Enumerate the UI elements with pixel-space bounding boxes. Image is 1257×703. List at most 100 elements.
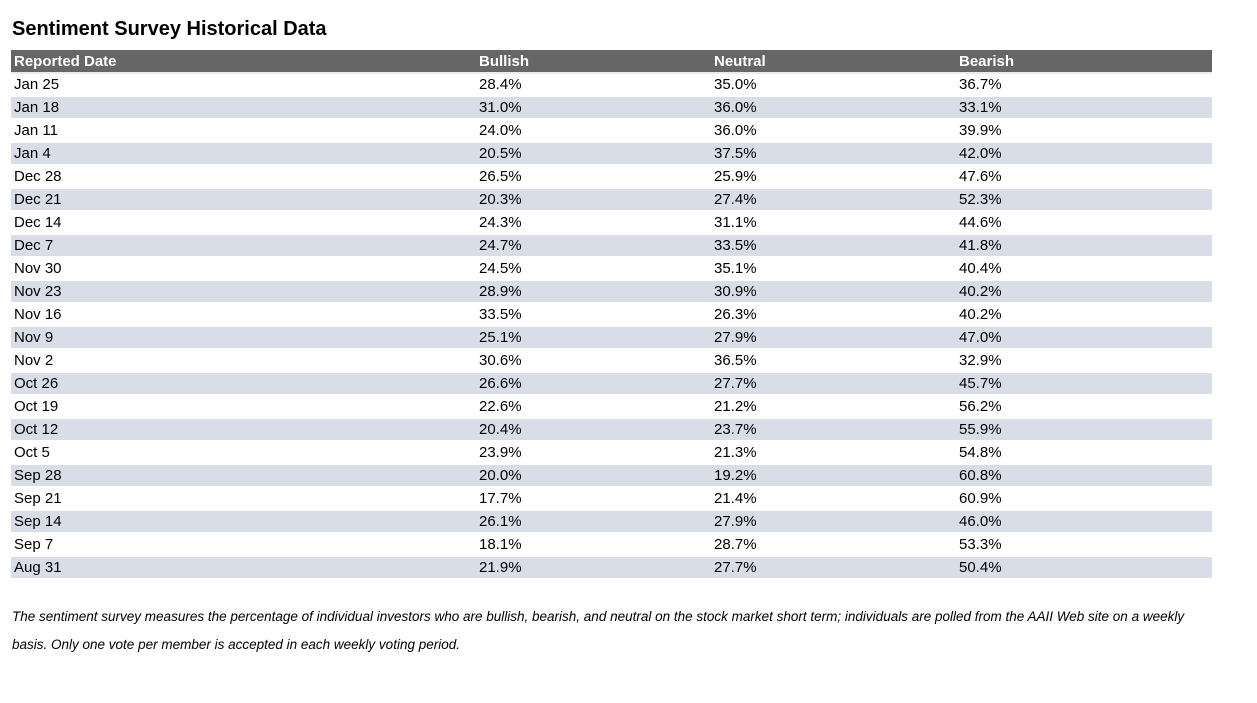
cell-neutral: 26.3% [711, 303, 956, 327]
cell-reported-date: Oct 19 [11, 395, 476, 419]
cell-reported-date: Oct 26 [11, 372, 476, 396]
table-row: Dec 7 24.7% 33.5% 41.8% [11, 234, 1212, 258]
table-row: Jan 4 20.5% 37.5% 42.0% [11, 142, 1212, 166]
table-row: Sep 14 26.1% 27.9% 46.0% [11, 510, 1212, 534]
cell-neutral: 35.1% [711, 257, 956, 281]
cell-reported-date: Jan 11 [11, 119, 476, 143]
table-row: Sep 28 20.0% 19.2% 60.8% [11, 464, 1212, 488]
cell-reported-date: Dec 7 [11, 234, 476, 258]
cell-bearish: 47.6% [956, 165, 1212, 189]
cell-bearish: 56.2% [956, 395, 1212, 419]
cell-neutral: 30.9% [711, 280, 956, 304]
cell-reported-date: Dec 14 [11, 211, 476, 235]
cell-bullish: 26.1% [476, 510, 711, 534]
table-row: Nov 2 30.6% 36.5% 32.9% [11, 349, 1212, 373]
table-row: Nov 9 25.1% 27.9% 47.0% [11, 326, 1212, 350]
cell-reported-date: Dec 28 [11, 165, 476, 189]
cell-bullish: 24.3% [476, 211, 711, 235]
column-header-bullish: Bullish [476, 50, 711, 74]
cell-reported-date: Oct 5 [11, 441, 476, 465]
cell-bullish: 25.1% [476, 326, 711, 350]
cell-bullish: 30.6% [476, 349, 711, 373]
cell-bullish: 26.6% [476, 372, 711, 396]
cell-bullish: 33.5% [476, 303, 711, 327]
cell-bullish: 28.9% [476, 280, 711, 304]
cell-bullish: 20.4% [476, 418, 711, 442]
table-row: Nov 16 33.5% 26.3% 40.2% [11, 303, 1212, 327]
cell-reported-date: Jan 25 [11, 73, 476, 97]
cell-bullish: 18.1% [476, 533, 711, 557]
table-row: Dec 28 26.5% 25.9% 47.6% [11, 165, 1212, 189]
cell-reported-date: Sep 14 [11, 510, 476, 534]
cell-reported-date: Jan 4 [11, 142, 476, 166]
cell-bearish: 40.2% [956, 303, 1212, 327]
cell-neutral: 36.0% [711, 119, 956, 143]
cell-bearish: 32.9% [956, 349, 1212, 373]
page-title: Sentiment Survey Historical Data [12, 18, 327, 40]
cell-bearish: 41.8% [956, 234, 1212, 258]
cell-bullish: 26.5% [476, 165, 711, 189]
cell-bearish: 44.6% [956, 211, 1212, 235]
table-row: Oct 26 26.6% 27.7% 45.7% [11, 372, 1212, 396]
table-row: Oct 5 23.9% 21.3% 54.8% [11, 441, 1212, 465]
table-row: Oct 19 22.6% 21.2% 56.2% [11, 395, 1212, 419]
cell-reported-date: Jan 18 [11, 96, 476, 120]
table-row: Jan 25 28.4% 35.0% 36.7% [11, 73, 1212, 97]
cell-bearish: 52.3% [956, 188, 1212, 212]
cell-neutral: 27.4% [711, 188, 956, 212]
cell-bearish: 36.7% [956, 73, 1212, 97]
cell-bearish: 55.9% [956, 418, 1212, 442]
cell-bullish: 24.7% [476, 234, 711, 258]
table-body: Jan 25 28.4% 35.0% 36.7% Jan 18 31.0% 36.0% 33.… [11, 73, 1212, 580]
cell-neutral: 21.4% [711, 487, 956, 511]
cell-bullish: 20.0% [476, 464, 711, 488]
cell-bearish: 60.9% [956, 487, 1212, 511]
table-row: Aug 31 21.9% 27.7% 50.4% [11, 556, 1212, 580]
cell-bullish: 21.9% [476, 556, 711, 580]
cell-bearish: 60.8% [956, 464, 1212, 488]
cell-bullish: 24.5% [476, 257, 711, 281]
cell-reported-date: Sep 21 [11, 487, 476, 511]
cell-bearish: 45.7% [956, 372, 1212, 396]
cell-bullish: 28.4% [476, 73, 711, 97]
cell-bearish: 42.0% [956, 142, 1212, 166]
cell-neutral: 23.7% [711, 418, 956, 442]
table-header-row: Reported Date Bullish Neutral Bearish [11, 50, 1212, 74]
cell-reported-date: Nov 16 [11, 303, 476, 327]
table-row: Dec 14 24.3% 31.1% 44.6% [11, 211, 1212, 235]
cell-neutral: 35.0% [711, 73, 956, 97]
table-row: Jan 18 31.0% 36.0% 33.1% [11, 96, 1212, 120]
cell-reported-date: Dec 21 [11, 188, 476, 212]
cell-neutral: 21.2% [711, 395, 956, 419]
cell-bearish: 40.4% [956, 257, 1212, 281]
cell-bearish: 47.0% [956, 326, 1212, 350]
cell-bullish: 23.9% [476, 441, 711, 465]
column-header-neutral: Neutral [711, 50, 956, 74]
cell-neutral: 27.9% [711, 326, 956, 350]
cell-bearish: 33.1% [956, 96, 1212, 120]
cell-bullish: 31.0% [476, 96, 711, 120]
cell-neutral: 28.7% [711, 533, 956, 557]
cell-reported-date: Nov 2 [11, 349, 476, 373]
cell-bearish: 54.8% [956, 441, 1212, 465]
cell-neutral: 27.7% [711, 556, 956, 580]
cell-bullish: 17.7% [476, 487, 711, 511]
table-row: Sep 21 17.7% 21.4% 60.9% [11, 487, 1212, 511]
table-row: Nov 30 24.5% 35.1% 40.4% [11, 257, 1212, 281]
table-row: Jan 11 24.0% 36.0% 39.9% [11, 119, 1212, 143]
cell-reported-date: Aug 31 [11, 556, 476, 580]
cell-neutral: 31.1% [711, 211, 956, 235]
cell-bearish: 46.0% [956, 510, 1212, 534]
cell-bearish: 50.4% [956, 556, 1212, 580]
table-row: Dec 21 20.3% 27.4% 52.3% [11, 188, 1212, 212]
cell-bullish: 20.5% [476, 142, 711, 166]
table-row: Sep 7 18.1% 28.7% 53.3% [11, 533, 1212, 557]
cell-bearish: 40.2% [956, 280, 1212, 304]
table-row: Nov 23 28.9% 30.9% 40.2% [11, 280, 1212, 304]
cell-reported-date: Nov 30 [11, 257, 476, 281]
cell-neutral: 36.0% [711, 96, 956, 120]
cell-neutral: 27.7% [711, 372, 956, 396]
cell-neutral: 21.3% [711, 441, 956, 465]
cell-bullish: 22.6% [476, 395, 711, 419]
